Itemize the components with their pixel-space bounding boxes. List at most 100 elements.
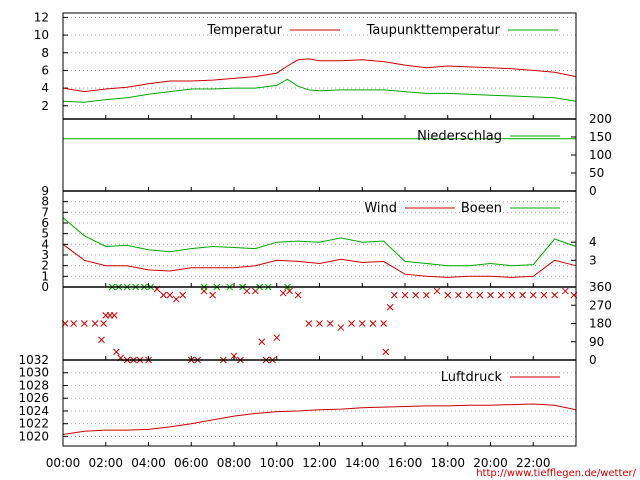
data-point-stroke — [110, 312, 118, 319]
source-credit: http://www.tiefflegen.de/wetter/ — [476, 468, 636, 479]
data-point — [508, 291, 516, 299]
data-point — [476, 291, 484, 299]
data-point-stroke — [305, 320, 313, 327]
data-point — [519, 291, 526, 299]
y-tick-label: 8 — [41, 195, 49, 209]
y-tick-label: 1024 — [18, 404, 49, 418]
data-point — [369, 320, 377, 327]
data-point — [412, 291, 420, 299]
data-point — [316, 320, 323, 327]
y-tick-label-right: 150 — [589, 130, 612, 144]
data-point — [348, 320, 355, 327]
y-tick-label-right: 200 — [589, 112, 612, 126]
data-point-stroke — [476, 291, 484, 299]
data-point-stroke — [326, 320, 334, 327]
data-point — [337, 324, 345, 331]
data-point — [294, 291, 302, 299]
data-point-stroke — [258, 338, 266, 346]
y-tick-label: 1030 — [18, 366, 49, 380]
x-tick-label: 20:00 — [473, 456, 508, 470]
data-point — [433, 287, 441, 295]
data-point-stroke — [172, 295, 180, 303]
data-point — [81, 320, 88, 327]
data-point — [386, 303, 394, 311]
data-point-stroke — [369, 320, 377, 327]
data-point — [230, 352, 238, 360]
data-point — [273, 334, 281, 342]
panel-temperature — [62, 16, 577, 107]
data-point-stroke — [444, 291, 452, 299]
data-point-stroke — [98, 336, 105, 344]
data-point-stroke — [70, 320, 78, 327]
y-tick-label-right: 180 — [589, 317, 612, 331]
data-point — [326, 320, 334, 327]
y-tick-label: 9 — [41, 184, 49, 198]
data-point-stroke — [487, 291, 494, 299]
x-tick-label: 04:00 — [131, 456, 166, 470]
y-tick-label-right: 270 — [589, 298, 612, 312]
data-point-stroke — [561, 287, 569, 295]
data-point-stroke — [412, 291, 420, 299]
y-tick-label: 1020 — [18, 429, 49, 443]
data-point-stroke — [455, 291, 462, 299]
data-point-stroke — [316, 320, 323, 327]
data-point-stroke — [382, 348, 390, 356]
x-tick-label: 10:00 — [259, 456, 294, 470]
y-tick-label: 12 — [34, 10, 49, 24]
data-point — [166, 291, 174, 299]
x-tick-label: 08:00 — [217, 456, 252, 470]
panel-wind — [62, 190, 577, 288]
data-point-stroke — [100, 320, 107, 327]
data-point-stroke — [113, 348, 120, 356]
data-point-stroke — [465, 291, 473, 299]
data-point — [286, 287, 293, 295]
series-line-Wind — [62, 243, 577, 278]
x-tick-label: 22:00 — [516, 456, 551, 470]
data-point — [382, 348, 390, 356]
y-tick-label-right: 0 — [589, 353, 597, 367]
data-point-stroke — [529, 291, 537, 299]
y-tick-label: 1022 — [18, 417, 49, 431]
y-tick-label-right: 360 — [589, 280, 612, 294]
data-point-stroke — [358, 320, 366, 327]
x-tick-label: 06:00 — [174, 456, 209, 470]
data-point-stroke — [551, 291, 558, 299]
data-point-stroke — [380, 320, 387, 327]
legend-label: Taupunkttemperatur — [366, 23, 501, 38]
data-point — [279, 289, 287, 297]
data-point — [258, 338, 266, 346]
data-point — [551, 291, 558, 299]
y-tick-label: 2 — [41, 99, 49, 113]
y-tick-label: 3 — [41, 248, 49, 262]
data-point-stroke — [209, 291, 216, 299]
data-point — [380, 320, 387, 327]
x-tick-label: 02:00 — [88, 456, 123, 470]
data-point-stroke — [279, 289, 287, 297]
data-point — [358, 320, 366, 327]
data-point — [390, 291, 398, 299]
data-point — [98, 336, 105, 344]
data-point-stroke — [230, 352, 238, 360]
y-tick-label: 6 — [41, 63, 49, 77]
data-point — [179, 291, 187, 299]
legend-label: Wind — [364, 201, 397, 216]
data-point — [487, 291, 494, 299]
y-tick-label-right: 50 — [589, 166, 604, 180]
data-point — [465, 291, 473, 299]
data-point — [113, 348, 120, 356]
data-point-stroke — [91, 320, 99, 327]
data-point-stroke — [160, 291, 167, 299]
data-point-stroke — [519, 291, 526, 299]
series-line-Luftdruck — [62, 403, 577, 435]
data-point — [305, 320, 313, 327]
y-tick-label-right: 0 — [589, 184, 597, 198]
x-tick-label: 00:00 — [46, 456, 81, 470]
panel-pressure — [62, 359, 577, 437]
y-tick-label: 1032 — [18, 353, 49, 367]
data-point — [540, 291, 548, 299]
y-tick-label: 8 — [41, 46, 49, 60]
data-point-stroke — [273, 334, 281, 342]
data-point-stroke — [390, 291, 398, 299]
y-tick-label: 6 — [41, 216, 49, 230]
